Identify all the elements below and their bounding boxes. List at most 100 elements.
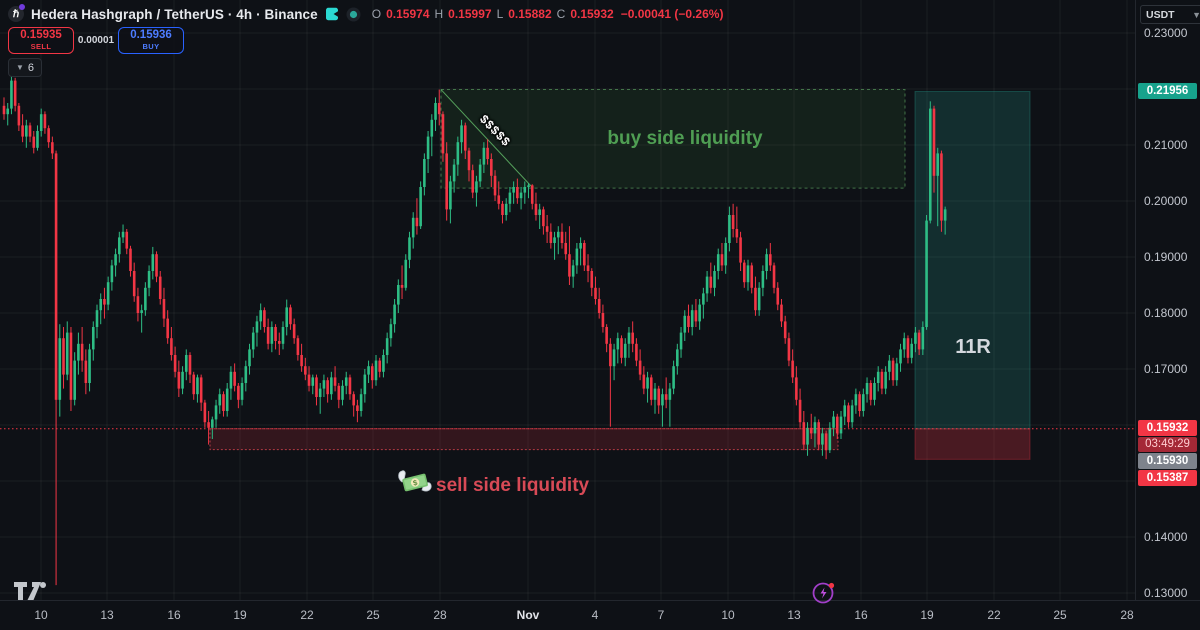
candle-body — [430, 119, 434, 137]
candle-body — [456, 142, 460, 165]
price-tag-gray: 0.15930 — [1138, 453, 1197, 469]
currency-selector[interactable]: USDT ▼ — [1140, 5, 1200, 24]
candle-body — [248, 349, 251, 367]
candle-body — [482, 147, 486, 165]
candle-body — [713, 271, 716, 288]
object-tree-count: 6 — [27, 61, 35, 74]
candle-body — [679, 332, 683, 350]
candle-body — [843, 405, 847, 417]
candle-body — [452, 164, 456, 182]
candle-body — [32, 136, 36, 148]
candle-body — [530, 185, 534, 204]
chart-canvas[interactable] — [0, 0, 1135, 600]
candle-body — [616, 338, 620, 350]
candle-body — [534, 203, 538, 215]
candle-body — [687, 315, 690, 327]
candle-body — [835, 416, 839, 434]
candle-body — [311, 377, 315, 386]
tradingview-logo-icon[interactable] — [12, 580, 50, 602]
candle-body — [315, 377, 318, 397]
candle-body — [69, 332, 73, 400]
candle-body — [266, 327, 270, 344]
price-tick-label: 0.23000 — [1144, 26, 1188, 40]
candle-body — [847, 405, 850, 423]
candle-body — [77, 343, 80, 361]
candle-body — [155, 254, 158, 277]
candle-body — [854, 394, 858, 406]
candle-body — [549, 231, 553, 243]
candle-body — [136, 296, 140, 313]
candle-body — [110, 265, 114, 283]
time-tick-label: 19 — [233, 608, 247, 622]
candle-body — [716, 254, 720, 271]
candle-body — [307, 374, 311, 386]
candle-body — [118, 237, 121, 255]
time-tick-label: 16 — [854, 608, 868, 622]
candle-body — [884, 371, 887, 389]
candle-body — [594, 287, 597, 299]
candle-body — [397, 285, 400, 305]
candle-body — [516, 187, 519, 199]
sell-button[interactable]: 0.15935 SELL — [8, 27, 74, 54]
candle-body — [638, 360, 642, 375]
candle-body — [873, 383, 876, 400]
change-value: −0.00041 (−0.26%) — [620, 7, 724, 21]
price-axis[interactable]: USDT ▼ 0.23000 0.21000 0.20000 0.19000 0.180… — [1135, 0, 1200, 600]
candle-body — [564, 243, 568, 255]
candle-body — [676, 349, 679, 367]
candle-body — [620, 338, 623, 358]
candle-body — [25, 125, 28, 137]
candle-body — [132, 271, 136, 297]
candle-body — [225, 388, 229, 411]
candle-body — [318, 388, 322, 397]
candle-body — [839, 416, 843, 434]
chart-header: ℏ Hedera Hashgraph / TetherUS · 4h · Bin… — [8, 3, 723, 25]
candle-body — [449, 181, 452, 210]
time-tick-label: 13 — [787, 608, 801, 622]
low-value: 0.15882 — [508, 7, 552, 21]
candle-body — [95, 310, 99, 327]
candle-body — [259, 310, 262, 322]
candle-body — [39, 114, 43, 131]
candle-body — [434, 103, 437, 120]
candle-body — [850, 405, 854, 423]
time-tick-label: 28 — [1120, 608, 1134, 622]
close-value: 0.15932 — [570, 7, 614, 21]
candle-body — [605, 327, 608, 344]
candle-body — [129, 248, 132, 271]
candle-body — [940, 153, 943, 221]
candle-body — [203, 402, 207, 423]
candle-body — [705, 276, 709, 294]
object-tree-toggle[interactable]: ▼ 6 — [8, 58, 43, 77]
candle-body — [545, 226, 549, 232]
candle-body — [408, 237, 411, 260]
symbol-title[interactable]: Hedera Hashgraph / TetherUS · 4h · Binan… — [31, 6, 318, 22]
candle-body — [571, 265, 575, 277]
candle-body — [709, 276, 713, 288]
candle-body — [590, 271, 594, 288]
candle-body — [828, 427, 832, 451]
time-axis[interactable]: 10 13 16 19 22 25 28 Nov 4 7 10 13 16 19 22 25 28 — [0, 600, 1200, 630]
candle-body — [486, 147, 489, 159]
candle-body — [10, 80, 13, 109]
candle-body — [787, 338, 791, 361]
candle-body — [895, 363, 899, 381]
candle-body — [251, 332, 255, 350]
chevron-down-icon: ▼ — [16, 63, 24, 72]
candle-body — [378, 360, 382, 372]
alert-lightning-icon[interactable] — [811, 580, 837, 606]
candle-body — [13, 80, 17, 106]
candle-body — [233, 371, 236, 386]
svg-text:$: $ — [412, 478, 419, 488]
trendline — [440, 89, 534, 189]
candle-body — [475, 181, 478, 193]
flag-icon[interactable] — [325, 7, 339, 21]
candle-body — [750, 265, 754, 288]
candle-body — [415, 217, 419, 227]
buy-button[interactable]: 0.15936 BUY — [118, 27, 184, 54]
candle-body — [106, 282, 110, 305]
status-dot-icon[interactable] — [346, 7, 361, 22]
candle-body — [281, 327, 285, 344]
candle-body — [99, 299, 103, 311]
candle-body — [928, 108, 932, 221]
